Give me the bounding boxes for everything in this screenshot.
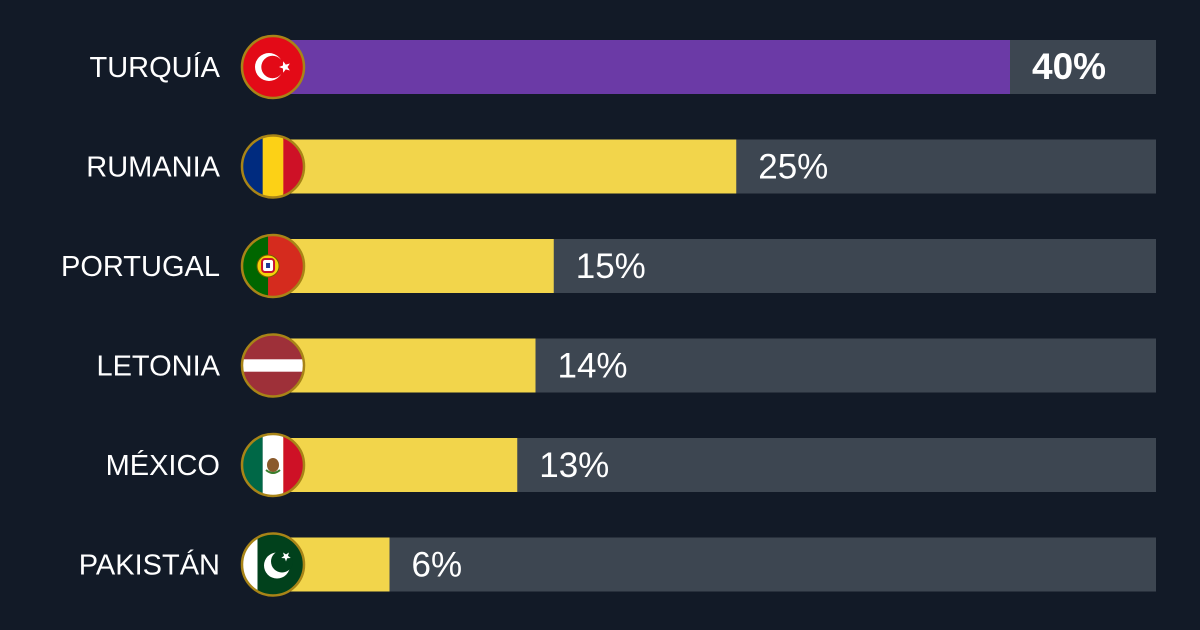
bar-row: TURQUÍA 40%: [90, 34, 1156, 100]
value-label: 6%: [412, 546, 463, 585]
bar-row: LETONIA 14%: [96, 333, 1156, 398]
bar: [280, 338, 536, 393]
turkey-flag-icon: [240, 34, 306, 100]
mexico-flag-icon: [240, 432, 306, 498]
bar-row: MÉXICO 13%: [106, 432, 1156, 498]
bar: [280, 40, 1010, 94]
bar: [280, 239, 554, 293]
portugal-flag-icon: [240, 233, 306, 299]
bar: [280, 438, 518, 492]
value-label: 25%: [758, 148, 828, 187]
value-label: 13%: [539, 446, 609, 485]
category-label: PAKISTÁN: [79, 549, 220, 582]
bar: [280, 139, 737, 194]
pakistan-flag-icon: [240, 532, 306, 597]
bar-row: RUMANIA 25%: [86, 134, 1156, 199]
bar-row: PORTUGAL 15%: [61, 233, 1156, 299]
latvia-flag-icon: [240, 333, 306, 398]
category-label: RUMANIA: [86, 152, 220, 184]
romania-flag-icon: [240, 134, 306, 199]
value-label: 15%: [576, 247, 646, 286]
category-label: MÉXICO: [106, 449, 220, 482]
category-label: TURQUÍA: [90, 51, 221, 84]
value-label: 40%: [1032, 46, 1106, 87]
category-label: LETONIA: [96, 351, 220, 383]
category-label: PORTUGAL: [61, 251, 220, 283]
value-label: 14%: [558, 347, 628, 386]
bar-row: PAKISTÁN 6%: [79, 532, 1156, 597]
bar-track: [280, 537, 1156, 592]
